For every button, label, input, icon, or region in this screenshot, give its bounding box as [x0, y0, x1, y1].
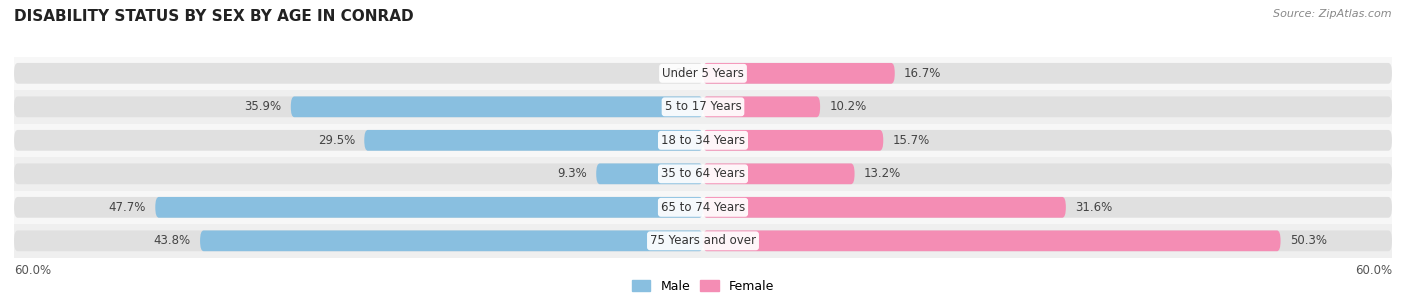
Text: 5 to 17 Years: 5 to 17 Years — [665, 100, 741, 113]
FancyBboxPatch shape — [200, 231, 703, 251]
Bar — [14, 56, 1392, 90]
Text: 75 Years and over: 75 Years and over — [650, 234, 756, 247]
FancyBboxPatch shape — [155, 197, 703, 218]
Text: 15.7%: 15.7% — [893, 134, 929, 147]
Text: 9.3%: 9.3% — [557, 167, 588, 180]
Bar — [14, 157, 1392, 191]
FancyBboxPatch shape — [703, 63, 894, 84]
Bar — [14, 191, 1392, 224]
FancyBboxPatch shape — [703, 197, 1066, 218]
FancyBboxPatch shape — [703, 63, 1392, 84]
Bar — [14, 124, 1392, 157]
FancyBboxPatch shape — [703, 231, 1392, 251]
Text: 50.3%: 50.3% — [1289, 234, 1327, 247]
FancyBboxPatch shape — [703, 130, 883, 151]
Text: 13.2%: 13.2% — [863, 167, 901, 180]
FancyBboxPatch shape — [364, 130, 703, 151]
FancyBboxPatch shape — [703, 163, 855, 184]
Text: 60.0%: 60.0% — [14, 264, 51, 277]
Bar — [14, 90, 1392, 124]
FancyBboxPatch shape — [703, 96, 820, 117]
Text: 18 to 34 Years: 18 to 34 Years — [661, 134, 745, 147]
FancyBboxPatch shape — [596, 163, 703, 184]
Text: 16.7%: 16.7% — [904, 67, 941, 80]
FancyBboxPatch shape — [703, 231, 1281, 251]
FancyBboxPatch shape — [291, 96, 703, 117]
FancyBboxPatch shape — [703, 163, 1392, 184]
Text: Source: ZipAtlas.com: Source: ZipAtlas.com — [1274, 9, 1392, 19]
Text: 31.6%: 31.6% — [1076, 201, 1112, 214]
Text: 0.0%: 0.0% — [664, 67, 693, 80]
Bar — [14, 224, 1392, 258]
FancyBboxPatch shape — [14, 163, 703, 184]
FancyBboxPatch shape — [703, 197, 1392, 218]
FancyBboxPatch shape — [703, 96, 1392, 117]
FancyBboxPatch shape — [14, 197, 703, 218]
Text: 43.8%: 43.8% — [153, 234, 191, 247]
Text: 60.0%: 60.0% — [1355, 264, 1392, 277]
FancyBboxPatch shape — [14, 96, 703, 117]
Text: 35.9%: 35.9% — [245, 100, 281, 113]
Text: Under 5 Years: Under 5 Years — [662, 67, 744, 80]
Text: 10.2%: 10.2% — [830, 100, 866, 113]
Text: 35 to 64 Years: 35 to 64 Years — [661, 167, 745, 180]
Text: 47.7%: 47.7% — [108, 201, 146, 214]
FancyBboxPatch shape — [14, 130, 703, 151]
FancyBboxPatch shape — [703, 130, 1392, 151]
FancyBboxPatch shape — [14, 63, 703, 84]
Text: 65 to 74 Years: 65 to 74 Years — [661, 201, 745, 214]
FancyBboxPatch shape — [14, 231, 703, 251]
Legend: Male, Female: Male, Female — [627, 275, 779, 298]
Text: DISABILITY STATUS BY SEX BY AGE IN CONRAD: DISABILITY STATUS BY SEX BY AGE IN CONRA… — [14, 9, 413, 24]
Text: 29.5%: 29.5% — [318, 134, 356, 147]
